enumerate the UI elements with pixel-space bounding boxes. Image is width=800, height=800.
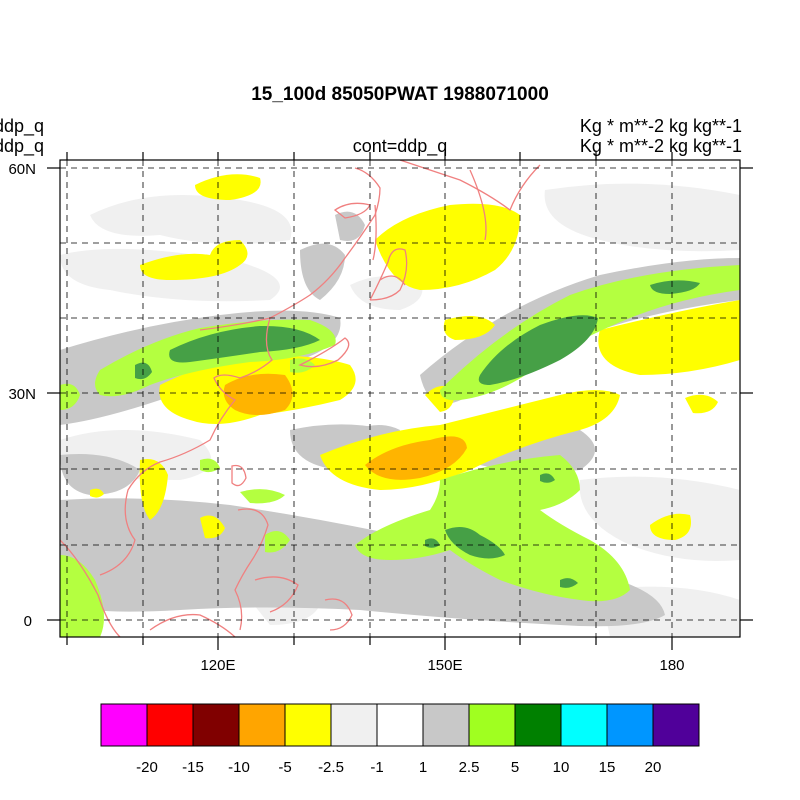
colorbar-label: 2.5: [459, 759, 480, 776]
units-label-line1: Kg * m**-2 kg kg**-1: [579, 116, 742, 136]
contour-label: cont=ddp_q: [352, 136, 448, 156]
left-label-line2: ddp_q: [0, 136, 45, 156]
colorbar-labels: -20 -15 -10 -5 -2.5 -1 1 2.5 5 10 15 20: [136, 759, 661, 776]
plot-title: 15_100d 85050PWAT 1988071000: [251, 84, 549, 105]
colorbar-label: -1: [370, 759, 383, 776]
colorbar-box: [284, 703, 332, 747]
contour-field: [60, 174, 740, 637]
colorbar-box: [606, 703, 654, 747]
lon-label-150e: 150E: [427, 657, 462, 674]
axis-labels: 60N 30N 0 120E 150E 180: [8, 161, 684, 674]
plot-border: [59, 159, 741, 638]
colorbar-label: -5: [278, 759, 291, 776]
lon-label-120e: 120E: [200, 657, 235, 674]
colorbar-box: [376, 703, 424, 747]
colorbar-label: -2.5: [318, 759, 344, 776]
colorbar-label: -10: [228, 759, 250, 776]
lat-label-60n: 60N: [8, 161, 36, 178]
colorbar-box: [146, 703, 194, 747]
colorbar-label: 20: [645, 759, 662, 776]
colorbar-label: 10: [553, 759, 570, 776]
colorbar-label: 1: [419, 759, 427, 776]
lat-label-0: 0: [24, 613, 32, 630]
colorbar-box: [560, 703, 608, 747]
units-label-line2: Kg * m**-2 kg kg**-1: [579, 136, 742, 156]
left-label-line1: ddp_q: [0, 116, 45, 136]
colorbar: [100, 703, 700, 747]
colorbar-box: [192, 703, 240, 747]
colorbar-box: [330, 703, 378, 747]
colorbar-box: [422, 703, 470, 747]
colorbar-box: [100, 703, 148, 747]
axis-ticks: [47, 152, 753, 650]
colorbar-box: [514, 703, 562, 747]
colorbar-label: 5: [511, 759, 519, 776]
colorbar-box: [652, 703, 700, 747]
colorbar-label: -20: [136, 759, 158, 776]
lat-label-30n: 30N: [8, 386, 36, 403]
dark-green-contours: [135, 280, 700, 588]
colorbar-box: [468, 703, 516, 747]
colorbar-label: 15: [599, 759, 616, 776]
graticule: [60, 160, 740, 637]
lon-label-180: 180: [659, 657, 684, 674]
colorbar-label: -15: [182, 759, 204, 776]
colorbar-box: [238, 703, 286, 747]
